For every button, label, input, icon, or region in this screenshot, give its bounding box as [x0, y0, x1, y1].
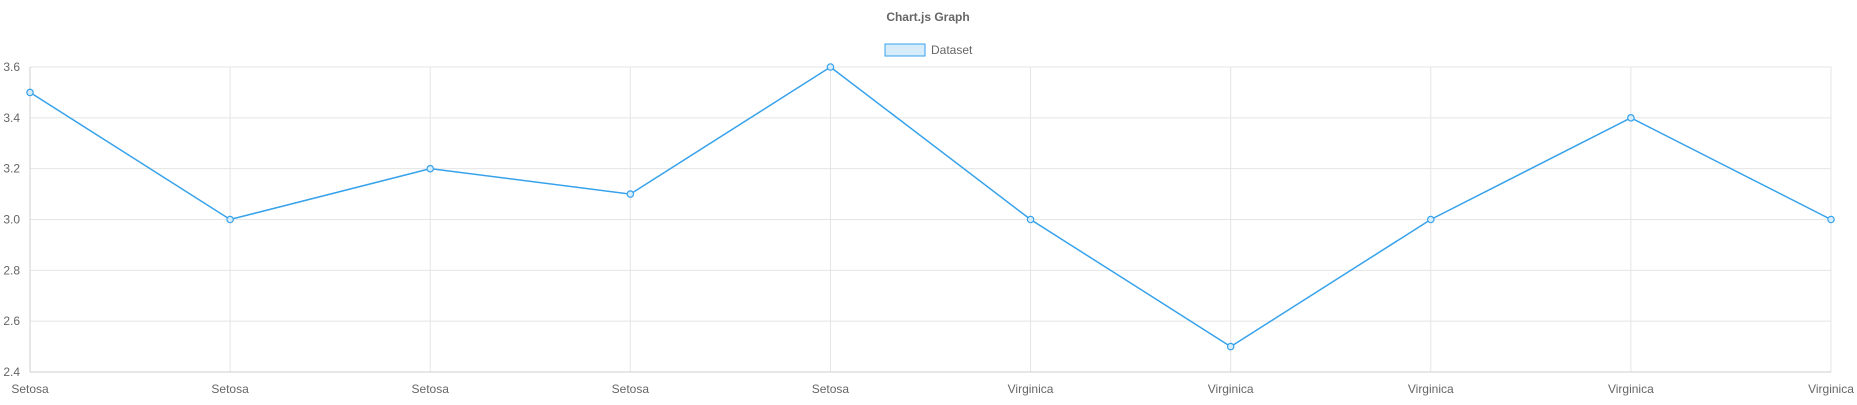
y-tick-label: 2.8 [3, 263, 20, 277]
data-point[interactable] [826, 63, 835, 71]
series-line [29, 66, 1832, 348]
data-point[interactable] [1026, 215, 1035, 224]
x-tick-label: Setosa [11, 382, 49, 396]
data-point[interactable] [426, 164, 435, 173]
series-group [26, 63, 1835, 351]
x-tick-labels: Setosa Setosa Setosa Setosa Setosa Virginica V… [11, 382, 1854, 396]
y-grid [30, 66, 1831, 373]
y-tick-label: 3.6 [3, 60, 20, 74]
data-point[interactable] [1226, 342, 1235, 351]
y-tick-label: 3.2 [3, 162, 20, 176]
data-point[interactable] [26, 88, 34, 97]
x-tick-label: Virginica [1008, 382, 1054, 396]
legend[interactable]: Dataset [884, 43, 973, 57]
y-tick-label: 2.4 [3, 365, 20, 379]
data-point[interactable] [626, 190, 635, 198]
x-tick-label: Virginica [1408, 382, 1454, 396]
legend-label: Dataset [931, 43, 973, 57]
y-tick-label: 3.4 [3, 111, 20, 125]
x-tick-label: Virginica [1208, 382, 1254, 396]
x-tick-label: Setosa [812, 382, 850, 396]
chart-title: Chart.js Graph [886, 10, 969, 24]
y-tick-label: 2.6 [3, 314, 20, 328]
x-tick-label: Virginica [1608, 382, 1654, 396]
axes [29, 67, 1831, 373]
y-tick-labels: 3.6 3.4 3.2 3.0 2.8 2.6 2.4 [3, 60, 20, 379]
x-tick-label: Virginica [1808, 382, 1854, 396]
x-tick-label: Setosa [412, 382, 450, 396]
y-tick-label: 3.0 [3, 213, 20, 227]
x-tick-label: Setosa [211, 382, 249, 396]
legend-swatch [884, 43, 926, 57]
x-tick-label: Setosa [612, 382, 650, 396]
data-point[interactable] [1827, 215, 1835, 224]
data-point[interactable] [226, 215, 234, 224]
data-point[interactable] [1627, 114, 1635, 122]
data-point[interactable] [1426, 215, 1435, 224]
